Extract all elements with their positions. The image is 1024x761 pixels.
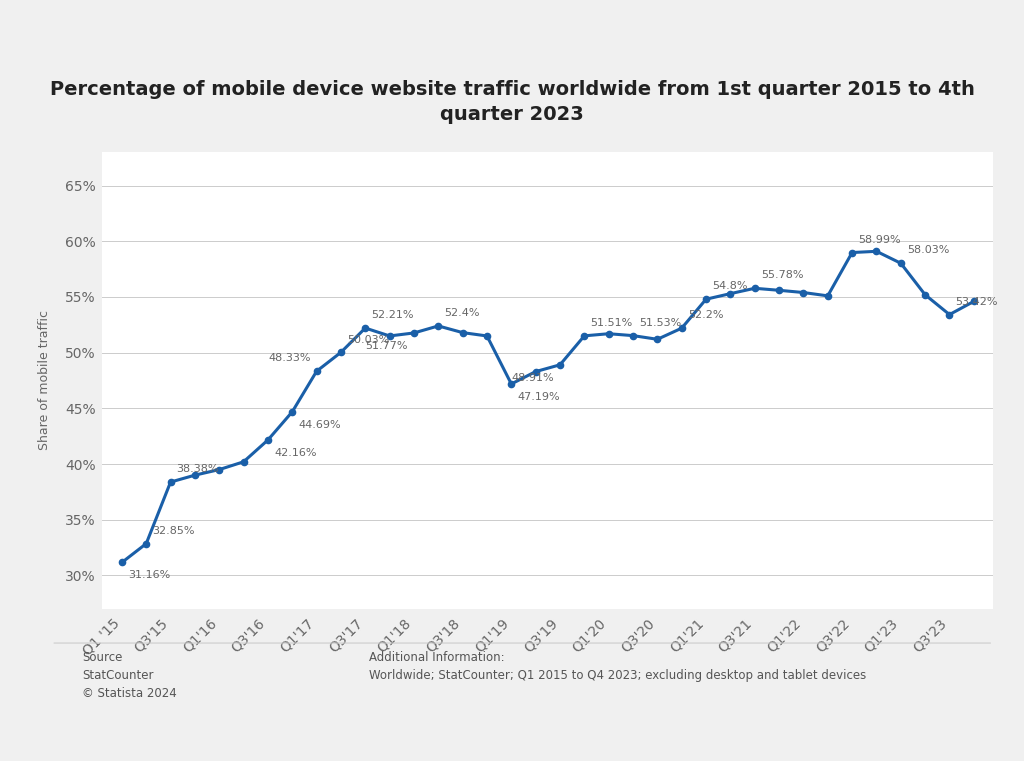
Text: Source
StatCounter
© Statista 2024: Source StatCounter © Statista 2024 <box>82 651 177 699</box>
Text: 38.38%: 38.38% <box>177 464 219 474</box>
Text: 48.33%: 48.33% <box>268 353 310 364</box>
Text: 50.03%: 50.03% <box>347 335 389 345</box>
Text: 42.16%: 42.16% <box>274 447 316 458</box>
Text: 51.77%: 51.77% <box>366 341 408 351</box>
Text: 54.8%: 54.8% <box>712 282 748 291</box>
Y-axis label: Share of mobile traffic: Share of mobile traffic <box>38 310 51 451</box>
Text: 51.51%: 51.51% <box>591 318 633 328</box>
Text: 47.19%: 47.19% <box>517 392 560 402</box>
Text: 52.4%: 52.4% <box>444 308 480 318</box>
Text: Percentage of mobile device website traffic worldwide from 1st quarter 2015 to 4: Percentage of mobile device website traf… <box>49 80 975 124</box>
Text: 53.42%: 53.42% <box>955 297 998 307</box>
Text: 52.2%: 52.2% <box>688 310 723 320</box>
Text: 58.99%: 58.99% <box>858 234 901 245</box>
Text: 55.78%: 55.78% <box>761 270 803 281</box>
Text: Additional Information:
Worldwide; StatCounter; Q1 2015 to Q4 2023; excluding de: Additional Information: Worldwide; StatC… <box>369 651 866 682</box>
Text: 48.91%: 48.91% <box>511 373 554 383</box>
Text: 58.03%: 58.03% <box>907 246 949 256</box>
Text: 51.53%: 51.53% <box>639 318 681 328</box>
Text: 44.69%: 44.69% <box>298 419 341 430</box>
Text: 31.16%: 31.16% <box>128 570 170 581</box>
Text: 52.21%: 52.21% <box>372 310 414 320</box>
Text: 32.85%: 32.85% <box>153 526 195 536</box>
